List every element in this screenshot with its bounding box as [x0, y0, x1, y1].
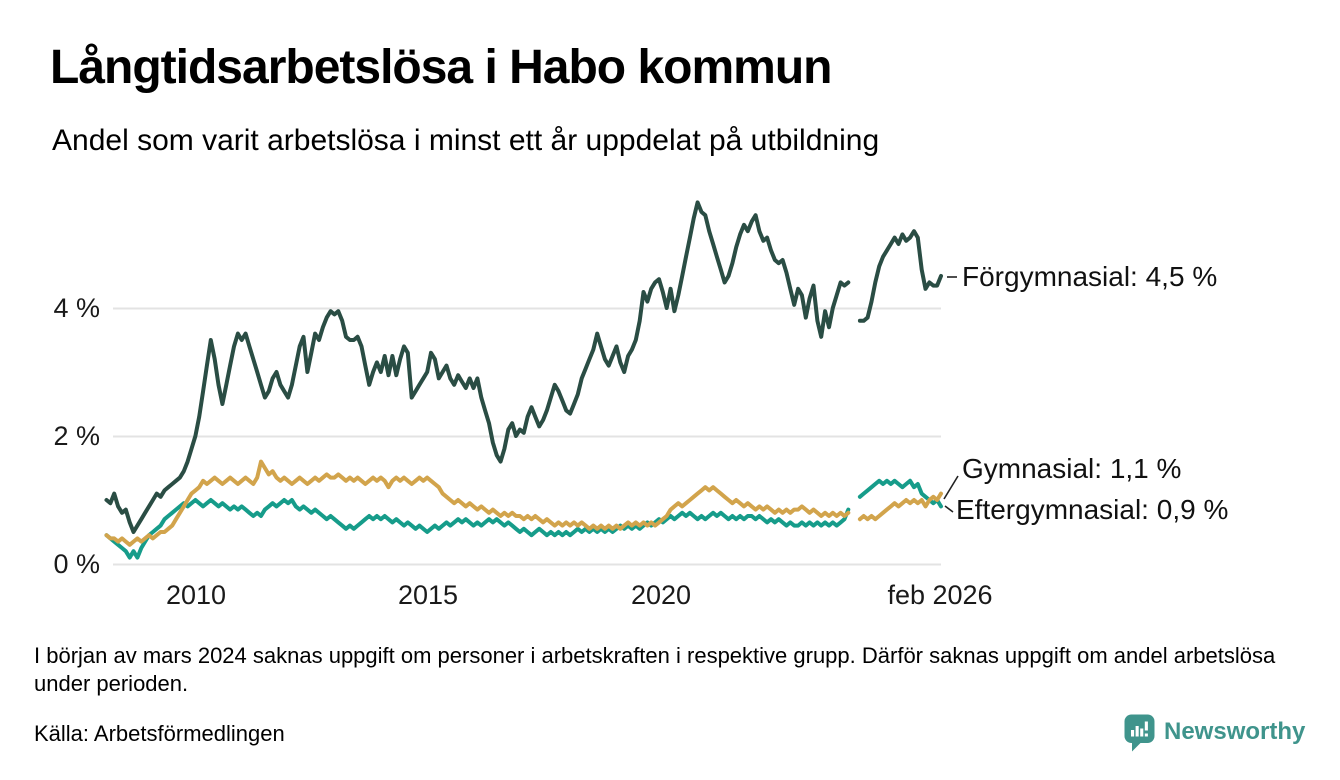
- y-axis-tick-2: 2 %: [53, 421, 100, 451]
- y-axis-tick-4: 4 %: [53, 293, 100, 323]
- x-axis-tick-2020: 2020: [630, 580, 692, 610]
- series-line-eftergymnasial: [104, 478, 943, 560]
- source-text: Källa: Arbetsförmedlingen: [34, 721, 285, 746]
- series-label-gymnasial: Gymnasial: 1,1 %: [962, 453, 1182, 484]
- page-subtitle: Andel som varit arbetslösa i minst ett å…: [52, 124, 880, 157]
- series-label-forgymnasial: Förgymnasial: 4,5 %: [962, 261, 1218, 292]
- newsworthy-logo-text: Newsworthy: [1164, 718, 1306, 745]
- newsworthy-logo: Newsworthy: [1124, 714, 1305, 752]
- chart-speech-bubble-icon: [1124, 714, 1155, 752]
- connector-eftergymnasial: [944, 505, 954, 513]
- footnote-text: I början av mars 2024 saknas uppgift om …: [34, 643, 1276, 696]
- x-axis-tick-2015: 2015: [397, 580, 459, 610]
- connector-gymnasial: [943, 475, 959, 500]
- y-axis-tick-0: 0 %: [53, 549, 100, 579]
- gridlines: [113, 307, 941, 566]
- x-axis-tick-feb-2026: feb 2026: [887, 580, 993, 610]
- series-line-forgymnasial: [104, 200, 943, 534]
- label-connectors: [943, 276, 959, 513]
- series-label-eftergymnasial: Eftergymnasial: 0,9 %: [956, 494, 1229, 525]
- x-axis-tick-2010: 2010: [165, 580, 227, 610]
- page-title: Långtidsarbetslösa i Habo kommun: [50, 41, 832, 94]
- series-line-gymnasial: [104, 459, 943, 547]
